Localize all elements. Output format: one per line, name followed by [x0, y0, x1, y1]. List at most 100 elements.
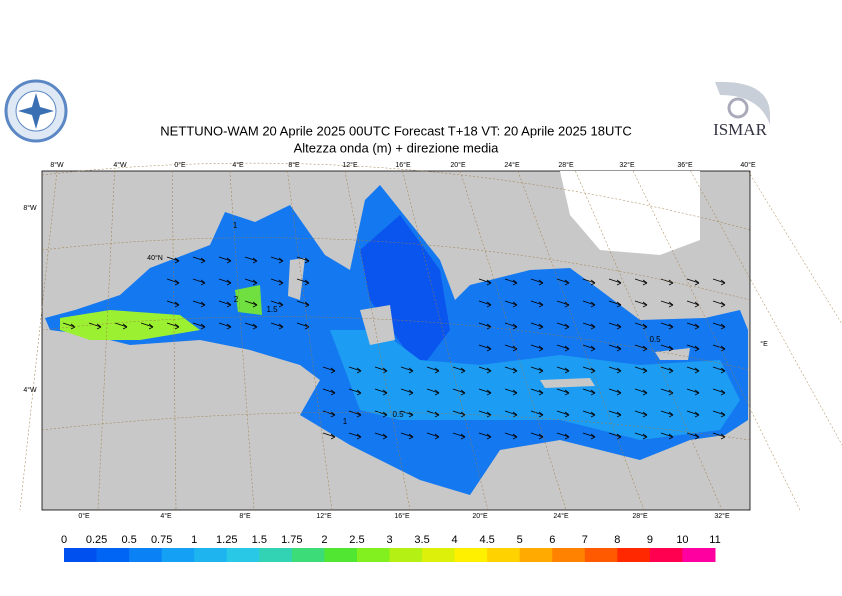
legend-swatch: [161, 548, 195, 562]
map: [41, 170, 751, 511]
legend-label: 0: [61, 534, 67, 546]
lon-label: 24°E: [504, 161, 520, 169]
legend-swatch: [64, 548, 98, 562]
legend-swatch: [487, 548, 521, 562]
wave-arrow: [192, 278, 206, 286]
wave-arrow: [686, 344, 700, 352]
wave-arrow: [582, 322, 596, 330]
wave-arrow: [166, 300, 180, 308]
legend-label: 1.75: [281, 534, 302, 546]
legend-swatch: [259, 548, 293, 562]
legend-label: 1.5: [252, 534, 267, 546]
legend-swatch: [617, 548, 651, 562]
wave-arrow: [322, 366, 336, 374]
wave-arrow: [712, 322, 726, 330]
wave-arrow: [504, 388, 518, 396]
wave-arrow: [426, 388, 440, 396]
lon-label: 0°E: [78, 512, 90, 520]
wave-arrow: [686, 300, 700, 308]
wave-arrow: [270, 322, 284, 330]
wave-arrow: [452, 366, 466, 374]
wave-arrow: [530, 300, 544, 308]
wave-arrow: [686, 410, 700, 418]
contour-label: 1.5: [266, 305, 278, 314]
legend-label: 3.5: [414, 534, 429, 546]
legend-label: 4: [452, 534, 458, 546]
wave-arrow: [686, 278, 700, 286]
wave-arrow: [634, 410, 648, 418]
legend-swatch: [129, 548, 163, 562]
wave-arrow: [478, 344, 492, 352]
lon-label: 32°E: [714, 512, 730, 520]
graticule: [171, 170, 177, 511]
wave-arrow: [400, 432, 414, 440]
lon-label: 4°E: [232, 161, 244, 169]
lon-label: 24°E: [553, 512, 569, 520]
title: NETTUNO-WAM 20 Aprile 2025 00UTC Forecas…: [160, 123, 631, 138]
graticule: [41, 237, 751, 301]
lon-label: 28°E: [632, 512, 648, 520]
lon-label: 20°E: [450, 161, 466, 169]
lat-label: 4°W: [23, 386, 37, 394]
legend-swatch: [389, 548, 423, 562]
legend-swatch: [194, 548, 228, 562]
wave-arrow: [660, 366, 674, 374]
wave-arrow: [504, 344, 518, 352]
wave-arrow: [426, 366, 440, 374]
grid-label: 40°N: [147, 254, 163, 262]
wave-arrow: [660, 322, 674, 330]
wave-arrow: [582, 278, 596, 286]
wave-arrow: [426, 410, 440, 418]
legend-label: 1: [191, 534, 197, 546]
wave-arrow: [634, 344, 648, 352]
wave-arrow: [270, 256, 284, 264]
graticule: [41, 316, 751, 371]
legend-label: 1.25: [216, 534, 237, 546]
wave-arrow: [322, 388, 336, 396]
wave-arrow: [374, 432, 388, 440]
wave-arrow: [192, 256, 206, 264]
wave-arrow: [426, 432, 440, 440]
logo-right: ISMAR: [710, 80, 770, 140]
lon-label: 20°E: [472, 512, 488, 520]
wave-arrow: [374, 410, 388, 418]
wave-arrow: [322, 432, 336, 440]
wave-arrow: [504, 322, 518, 330]
graticule: [19, 170, 58, 511]
wave-arrow: [296, 322, 310, 330]
graticule: [575, 170, 723, 511]
lon-label: 16°E: [394, 512, 410, 520]
wave-arrow: [504, 432, 518, 440]
wave-arrow: [582, 344, 596, 352]
wave-arrow: [166, 322, 180, 330]
wave-arrow: [712, 300, 726, 308]
wave-arrow: [348, 432, 362, 440]
wave-arrow: [712, 366, 726, 374]
wave-arrow: [504, 300, 518, 308]
wave-arrow: [88, 322, 102, 330]
wave-arrow: [634, 300, 648, 308]
graticule: [287, 170, 333, 511]
legend-label: 11: [709, 534, 720, 546]
legend-label: 2: [321, 534, 327, 546]
wave-arrow: [712, 388, 726, 396]
legend-swatch: [96, 548, 130, 562]
legend-label: 5: [517, 534, 523, 546]
graticule: [344, 170, 411, 511]
wave-arrow: [660, 432, 674, 440]
legend-label: 0.75: [151, 534, 172, 546]
lon-label: 4°W: [113, 161, 127, 169]
wave-arrow: [296, 300, 310, 308]
contour-label: 2: [234, 295, 239, 304]
wave-arrow: [530, 432, 544, 440]
lon-label: 32°E: [619, 161, 635, 169]
lon-label: 36°E: [677, 161, 693, 169]
legend-swatch: [324, 548, 358, 562]
wave-arrow: [660, 344, 674, 352]
legend-label: 3: [386, 534, 392, 546]
legend-swatch: [356, 548, 390, 562]
wave-arrow: [660, 410, 674, 418]
wave-arrow: [478, 366, 492, 374]
legend-swatch: [552, 548, 586, 562]
wave-arrow: [556, 278, 570, 286]
